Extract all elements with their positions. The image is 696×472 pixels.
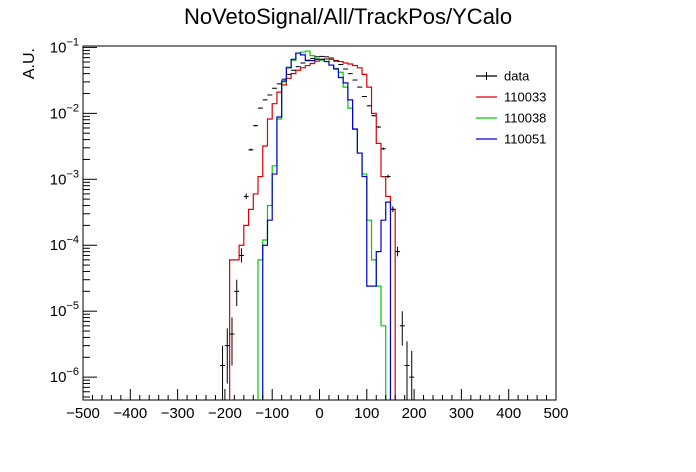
series-110051-line — [262, 52, 392, 400]
series-data-points — [220, 55, 415, 400]
x-tick-label: 200 — [402, 405, 427, 422]
y-tick-label: 10−1 — [50, 36, 79, 56]
chart-title: NoVetoSignal/All/TrackPos/YCalo — [183, 4, 513, 29]
legend-item-110033: 110033 — [476, 90, 546, 105]
x-tick-label: 0 — [315, 405, 323, 422]
x-tick-label: 500 — [543, 405, 568, 422]
y-tick-label: 10−3 — [50, 168, 79, 188]
legend-label: 110033 — [504, 90, 546, 105]
x-tick-label: 100 — [354, 405, 379, 422]
x-tick-label: −100 — [255, 405, 289, 422]
legend-item-110051: 110051 — [476, 132, 546, 147]
y-tick-label: 10−5 — [50, 300, 79, 320]
x-tick-label: −400 — [113, 405, 147, 422]
y-tick-label: 10−4 — [50, 234, 79, 254]
legend-item-data: data — [476, 69, 530, 84]
x-tick-label: −300 — [161, 405, 195, 422]
plot-frame — [82, 45, 557, 401]
series-110038-line — [257, 50, 387, 400]
legend-label: 110038 — [504, 111, 546, 126]
x-tick-label: 400 — [496, 405, 521, 422]
y-tick-label: 10−2 — [50, 102, 79, 122]
x-tick-label: −200 — [208, 405, 242, 422]
y-tick-label: 10−6 — [50, 366, 79, 386]
x-tick-label: 300 — [449, 405, 474, 422]
series-110033-line — [229, 58, 396, 400]
x-tick-label: −500 — [66, 405, 100, 422]
y-axis-title: A.U. — [21, 48, 38, 79]
legend-item-110038: 110038 — [476, 111, 546, 126]
legend-label: 110051 — [504, 132, 546, 147]
legend-label: data — [504, 69, 530, 84]
